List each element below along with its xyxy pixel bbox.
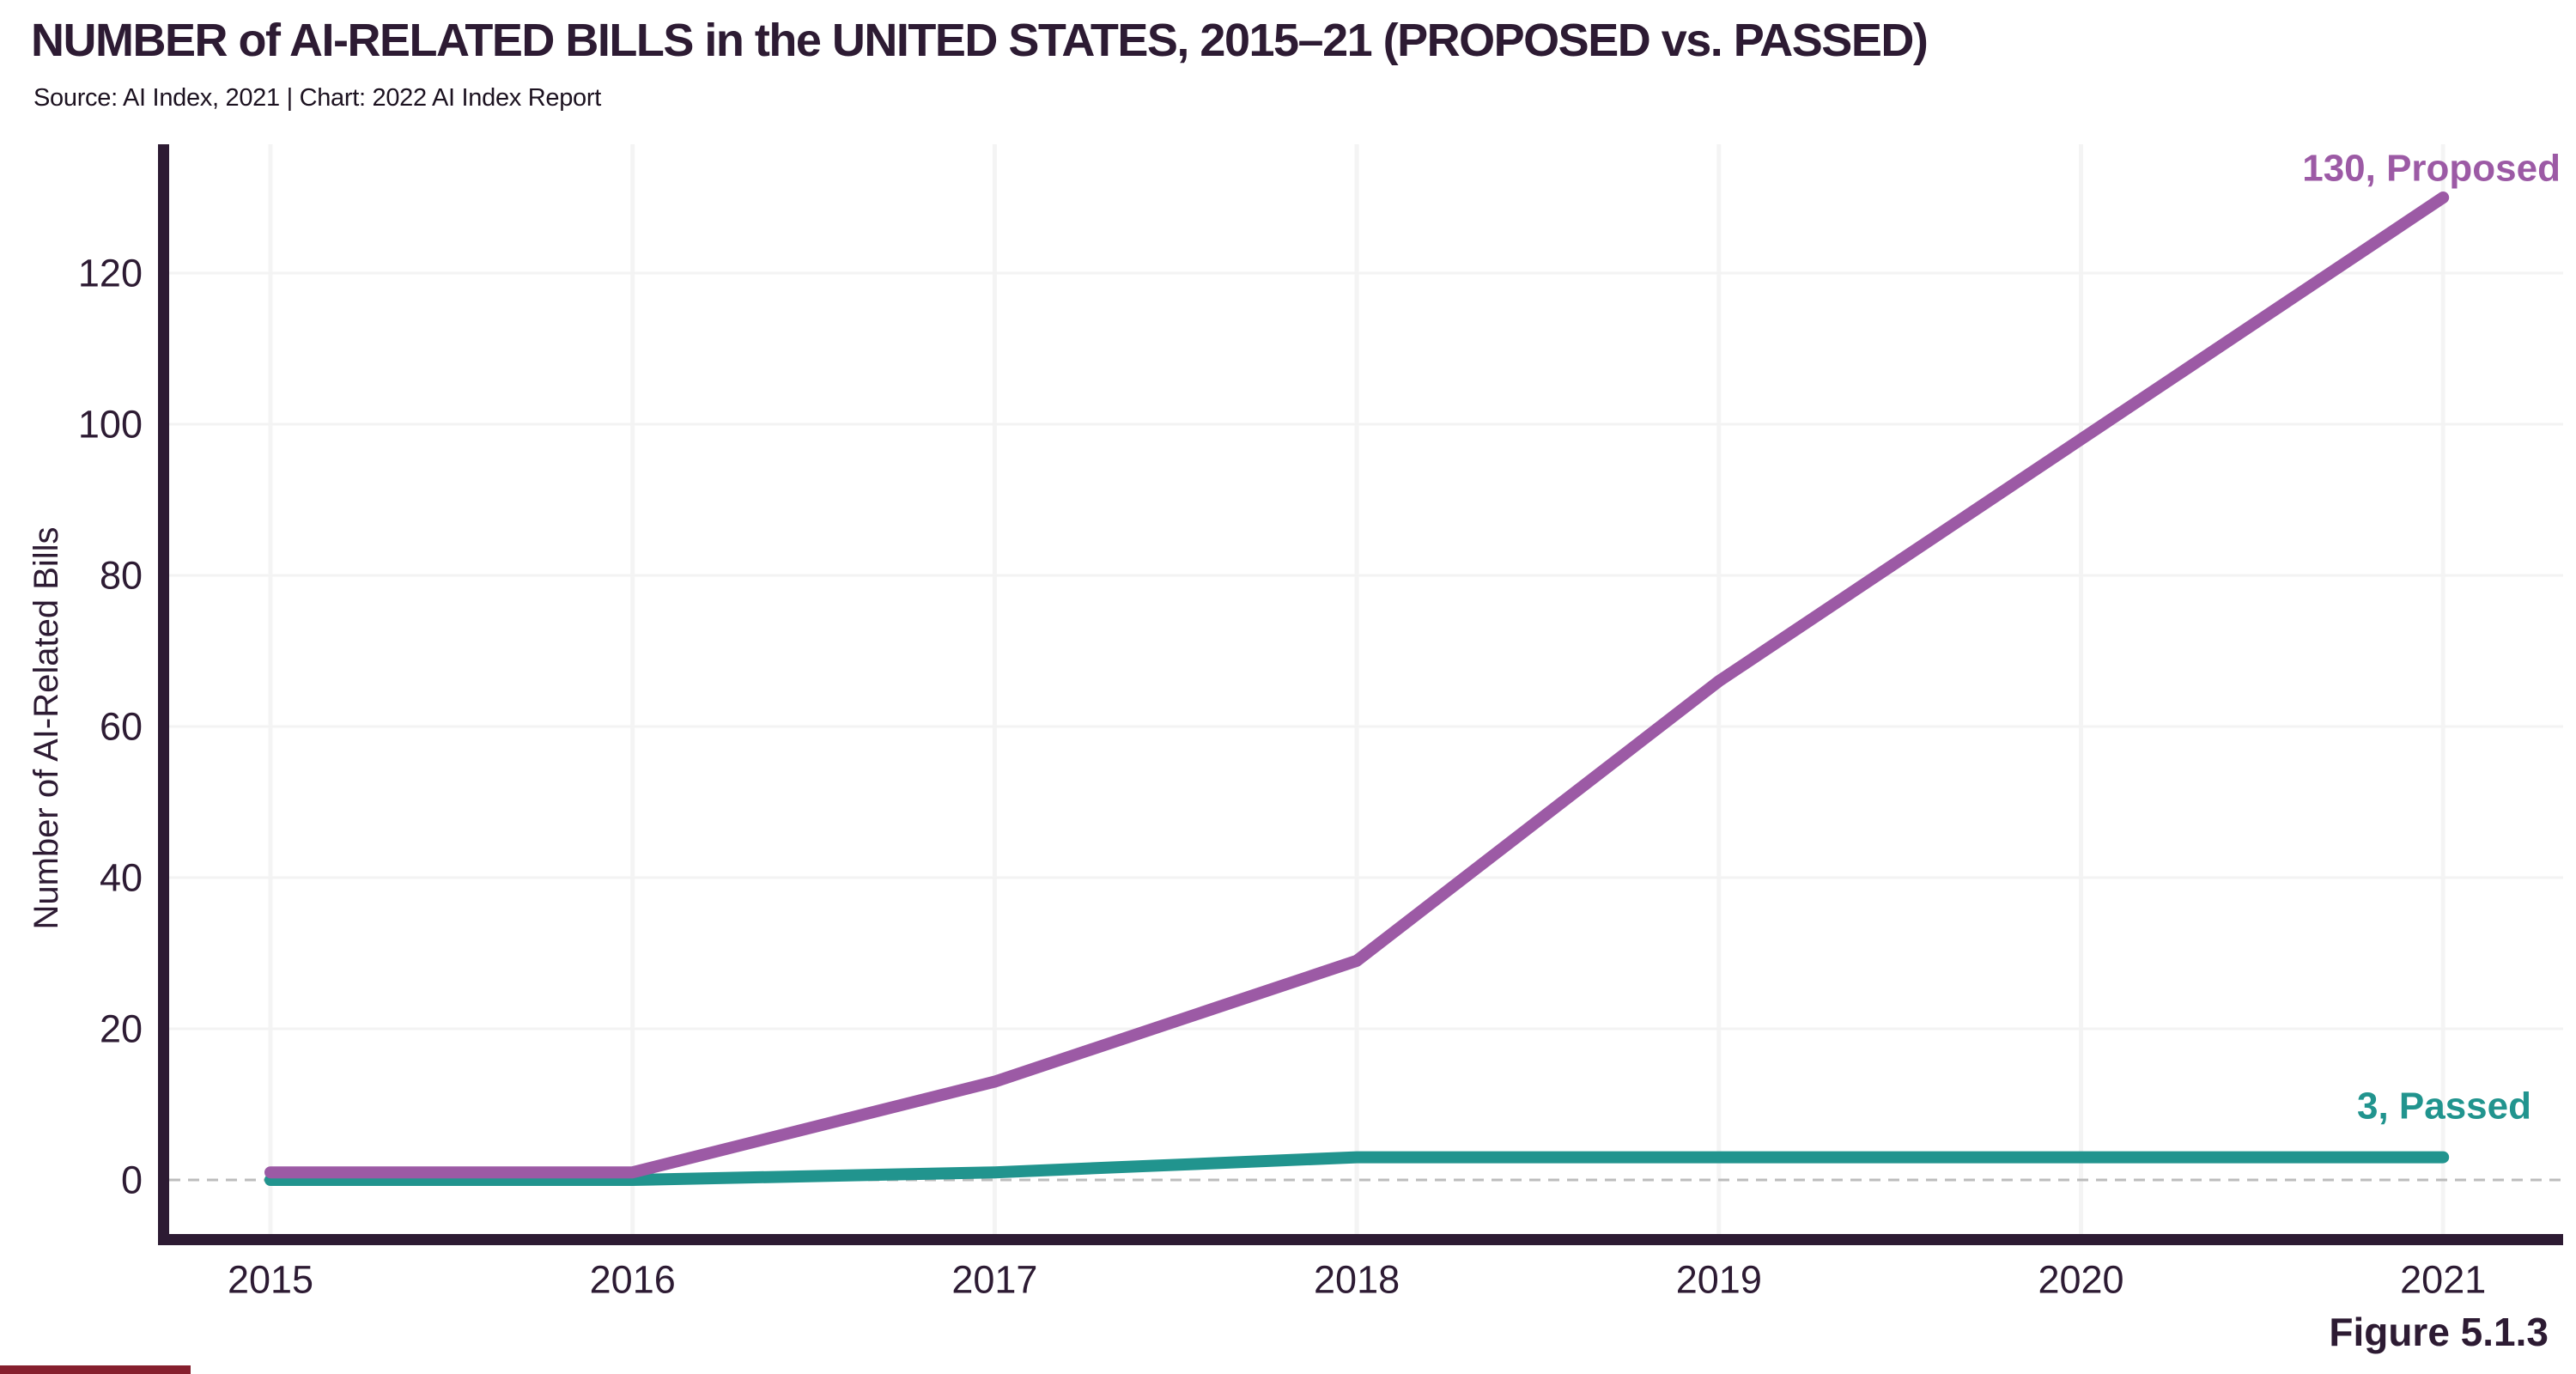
y-tick-label: 20 (100, 1007, 143, 1051)
proposed-end-label: 130, Proposed (2302, 148, 2561, 190)
x-tick-label: 2021 (2400, 1258, 2486, 1302)
y-axis-line (158, 144, 169, 1245)
chart-source-line: Source: AI Index, 2021 | Chart: 2022 AI … (33, 84, 601, 112)
series-line-passed (264, 1151, 2450, 1186)
x-tick-label: 2016 (590, 1258, 676, 1302)
y-axis-title: Number of AI-Related Bills (27, 526, 65, 929)
x-tick-label: 2015 (228, 1258, 313, 1302)
page-footer-accent-bar (0, 1365, 191, 1374)
x-tick-label: 2017 (951, 1258, 1037, 1302)
y-tick-label: 120 (78, 252, 143, 295)
passed-end-label: 3, Passed (2357, 1085, 2531, 1128)
y-tick-label: 40 (100, 856, 143, 900)
figure-number-label: Figure 5.1.3 (2329, 1310, 2549, 1354)
y-tick-label: 0 (121, 1158, 143, 1202)
y-tick-label: 80 (100, 554, 143, 598)
series-line-proposed (264, 192, 2450, 1179)
chart-title: NUMBER of AI-RELATED BILLS in the UNITED… (31, 15, 1929, 66)
x-tick-label: 2020 (2038, 1258, 2123, 1302)
x-axis-line (158, 1234, 2563, 1245)
x-tick-label: 2018 (1314, 1258, 1400, 1302)
y-tick-label: 60 (100, 705, 143, 749)
x-tick-label: 2019 (1676, 1258, 1762, 1302)
y-tick-label: 100 (78, 403, 143, 447)
